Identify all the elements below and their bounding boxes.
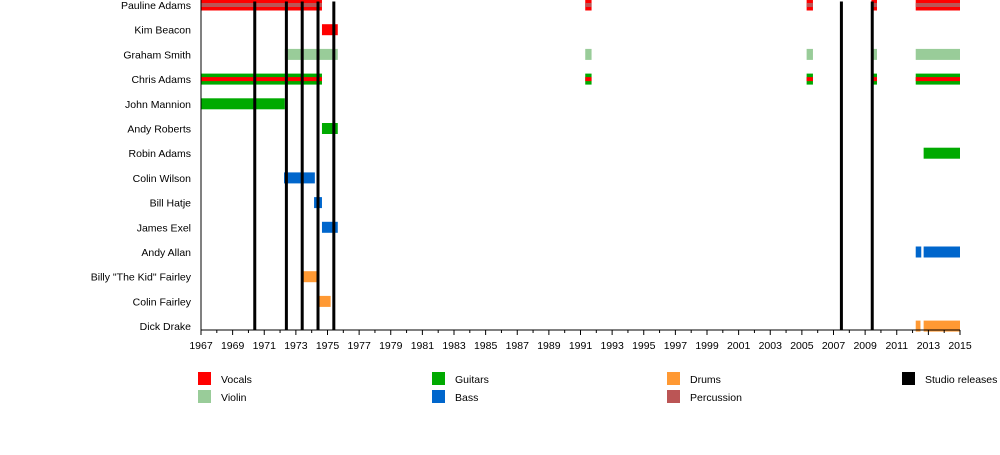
x-tick-label: 1981 — [411, 340, 435, 352]
x-tick-label: 2007 — [822, 340, 846, 352]
bar-violin — [585, 48, 592, 60]
x-tick-label: 1989 — [537, 340, 561, 352]
x-tick-label: 2005 — [790, 340, 814, 352]
x-tick-label: 1979 — [379, 340, 403, 352]
member-label: Bill Hatje — [150, 198, 192, 210]
stripe-percussion — [201, 3, 322, 7]
member-label: Chris Adams — [131, 74, 191, 86]
legend-swatch-bass — [432, 390, 445, 403]
bar-bass — [284, 172, 315, 184]
x-tick-label: 2001 — [727, 340, 751, 352]
x-tick-label: 2009 — [853, 340, 877, 352]
x-tick-label: 1983 — [442, 340, 466, 352]
x-tick-label: 1999 — [695, 340, 719, 352]
x-tick-label: 1967 — [189, 340, 213, 352]
stripe-percussion — [871, 3, 877, 7]
bar-drums — [923, 320, 960, 332]
member-label: Kim Beacon — [134, 25, 191, 37]
x-tick-label: 1991 — [569, 340, 593, 352]
bar-bass — [321, 221, 338, 233]
member-label: Colin Fairley — [133, 296, 192, 308]
member-label: Andy Roberts — [127, 124, 191, 136]
legend-swatch-guitars — [432, 372, 445, 385]
stripe-percussion — [806, 3, 813, 7]
x-tick-label: 2015 — [948, 340, 972, 352]
member-label: Andy Allan — [141, 247, 191, 259]
member-label: Dick Drake — [140, 321, 192, 333]
x-tick-label: 2011 — [885, 340, 908, 352]
x-tick-label: 1997 — [664, 340, 688, 352]
legend-swatch-violin — [198, 390, 211, 403]
x-tick-label: 2013 — [917, 340, 941, 352]
x-tick-label: 1985 — [474, 340, 498, 352]
bar-vocals — [321, 24, 338, 36]
x-tick-label: 1995 — [632, 340, 656, 352]
legend-label-percussion: Percussion — [690, 392, 742, 404]
legend-label-drums: Drums — [690, 374, 721, 386]
bar-violin — [284, 48, 338, 60]
member-label: James Exel — [137, 222, 191, 234]
stripe-percussion — [915, 3, 960, 7]
x-tick-label: 1973 — [284, 340, 308, 352]
legend-label-guitars: Guitars — [455, 374, 489, 386]
legend-swatch-drums — [667, 372, 680, 385]
bar-violin — [871, 48, 877, 60]
stripe-vocals — [806, 77, 813, 82]
x-tick-label: 1987 — [506, 340, 530, 352]
legend-swatch-studio — [902, 372, 915, 385]
member-label: Robin Adams — [129, 148, 191, 160]
legend-label-violin: Violin — [221, 392, 247, 404]
stripe-vocals — [201, 77, 322, 82]
member-label: Graham Smith — [123, 49, 191, 61]
stripe-vocals — [871, 77, 877, 82]
bar-bass — [923, 246, 960, 258]
bar-guitars — [923, 147, 960, 159]
member-label: Colin Wilson — [133, 173, 192, 185]
bar-drums — [915, 320, 921, 332]
legend-label-studio: Studio releases — [925, 374, 997, 386]
x-tick-label: 1993 — [600, 340, 624, 352]
member-label: Pauline Adams — [121, 0, 191, 12]
bar-guitars — [321, 123, 338, 134]
bar-drums — [302, 271, 319, 283]
bar-guitars — [201, 98, 285, 110]
legend-swatch-vocals — [198, 372, 211, 385]
bar-drums — [318, 295, 331, 307]
x-tick-label: 2003 — [759, 340, 783, 352]
stripe-percussion — [585, 3, 592, 7]
bar-bass — [915, 246, 922, 258]
x-tick-label: 1975 — [316, 340, 340, 352]
stripe-vocals — [915, 77, 960, 82]
stripe-vocals — [585, 77, 592, 82]
x-tick-label: 1977 — [347, 340, 371, 352]
member-label: John Mannion — [125, 99, 191, 111]
legend-label-vocals: Vocals — [221, 374, 252, 386]
x-tick-label: 1969 — [221, 340, 245, 352]
bar-violin — [806, 48, 813, 60]
x-tick-label: 1971 — [253, 340, 277, 352]
legend-label-bass: Bass — [455, 392, 478, 404]
bar-violin — [915, 48, 960, 60]
legend-swatch-percussion — [667, 390, 680, 403]
member-label: Billy "The Kid" Fairley — [91, 272, 192, 284]
